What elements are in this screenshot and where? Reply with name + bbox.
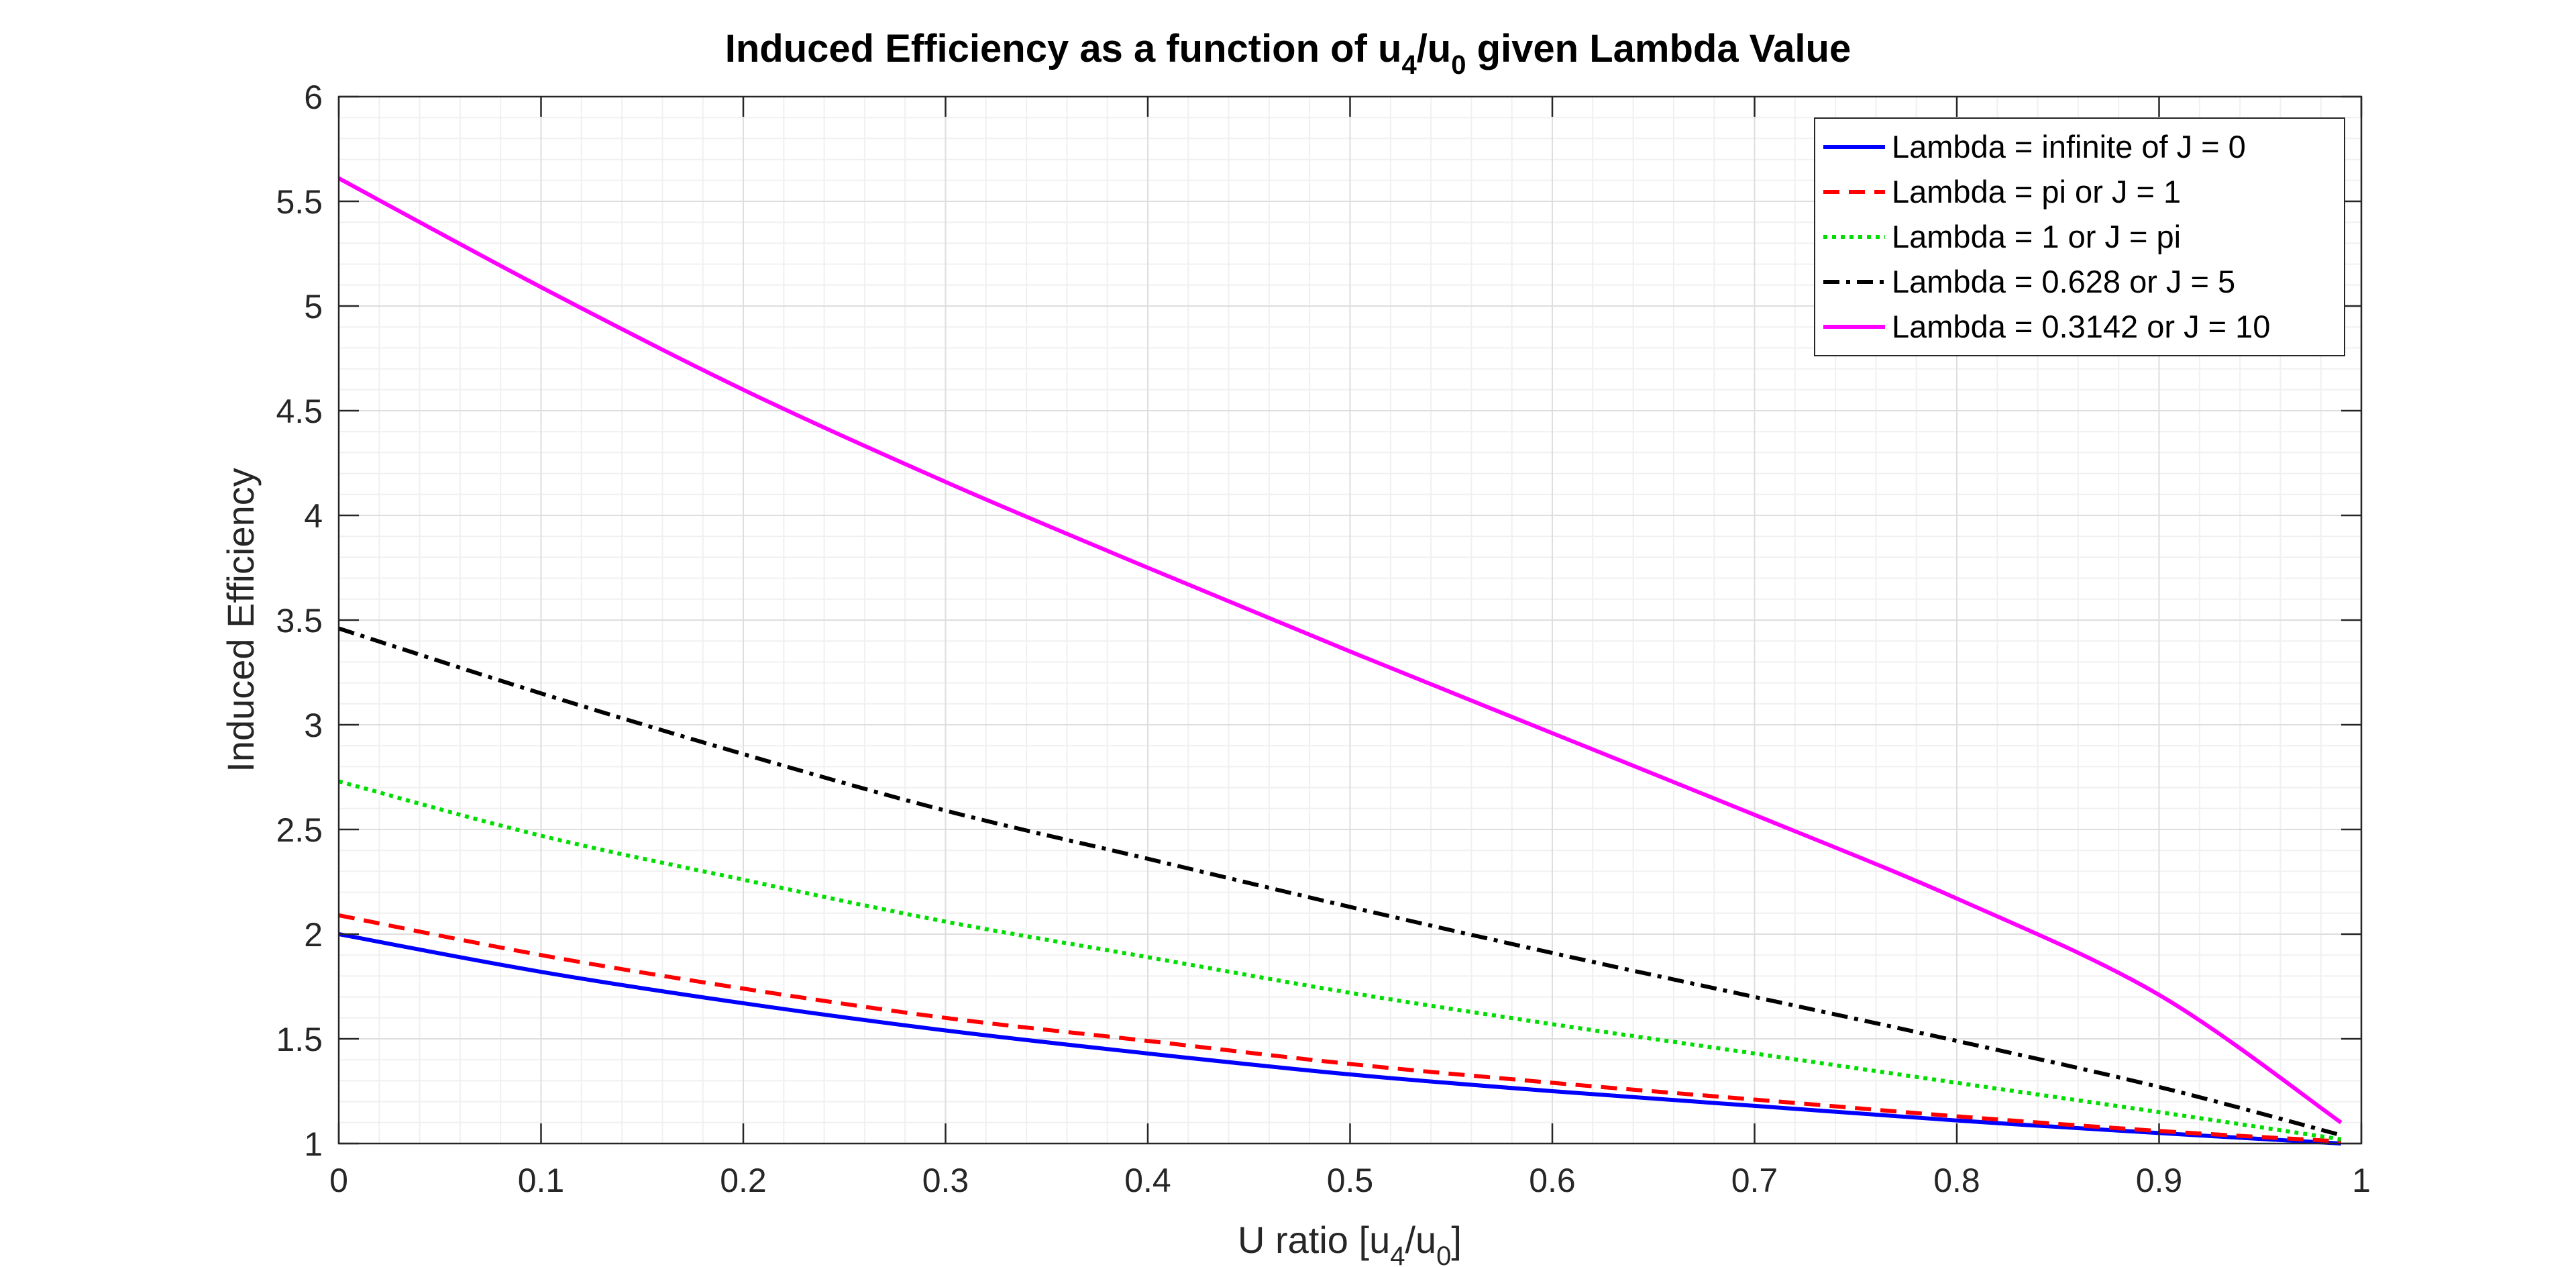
legend-label-2: Lambda = pi or J = 1	[1892, 174, 2181, 209]
x-axis-label: U ratio [u4/u0]	[1238, 1219, 1462, 1267]
y-tick-label: 5	[304, 288, 323, 325]
series-lines	[337, 176, 2343, 1146]
x-tick-label: 0.5	[1327, 1162, 1374, 1199]
legend-box	[1814, 117, 2345, 356]
legend-label-4: Lambda = 0.628 or J = 5	[1892, 264, 2235, 299]
tick-marks	[337, 95, 2363, 1145]
y-tick-label: 2.5	[276, 811, 323, 849]
y-axis-label: Induced Efficiency	[219, 468, 262, 772]
y-tick-label: 4	[304, 497, 323, 535]
legend-label-5: Lambda = 0.3142 or J = 10	[1892, 309, 2270, 344]
y-tick-label: 5.5	[276, 183, 323, 221]
y-tick-label: 3	[304, 707, 323, 744]
x-tick-label: 0	[329, 1162, 348, 1199]
y-tick-label: 2	[304, 916, 323, 954]
y-tick-label: 1	[304, 1125, 323, 1163]
x-tick-label: 0.8	[1933, 1162, 1980, 1199]
x-tick-label: 0.7	[1731, 1162, 1778, 1199]
y-tick-labels: 1 1.5 2 2.5 3 3.5 4 4.5 5 5.5 6	[276, 79, 323, 1163]
legend-label-1: Lambda = infinite of J = 0	[1892, 129, 2246, 164]
series-line-3	[338, 779, 2342, 1142]
x-tick-label: 0.2	[720, 1162, 767, 1199]
y-tick-label: 3.5	[276, 602, 323, 640]
chart-title: Induced Efficiency as a function of u4/u…	[725, 27, 1851, 80]
x-tick-label: 0.6	[1529, 1162, 1576, 1199]
x-tick-label: 0.3	[922, 1162, 969, 1199]
y-tick-label: 1.5	[276, 1021, 323, 1058]
x-tick-label: 0.4	[1124, 1162, 1171, 1199]
series-line-5	[337, 176, 2343, 1125]
x-tick-labels: 0 0.1 0.2 0.3 0.4 0.5 0.6 0.7 0.8 0.9 1	[329, 1162, 2371, 1199]
x-tick-label: 0.9	[2136, 1162, 2183, 1199]
series-line-2	[338, 913, 2342, 1144]
series-line-1	[338, 932, 2342, 1146]
legend-items: Lambda = infinite of J = 0 Lambda = pi or…	[1823, 129, 2270, 344]
legend: Lambda = infinite of J = 0 Lambda = pi or…	[1814, 117, 2345, 356]
y-tick-label: 6	[304, 79, 323, 116]
x-tick-label: 0.1	[518, 1162, 565, 1199]
legend-label-3: Lambda = 1 or J = pi	[1892, 219, 2181, 254]
series-line-4	[338, 626, 2342, 1137]
x-tick-label: 1	[2352, 1162, 2371, 1199]
y-tick-label: 4.5	[276, 393, 323, 430]
